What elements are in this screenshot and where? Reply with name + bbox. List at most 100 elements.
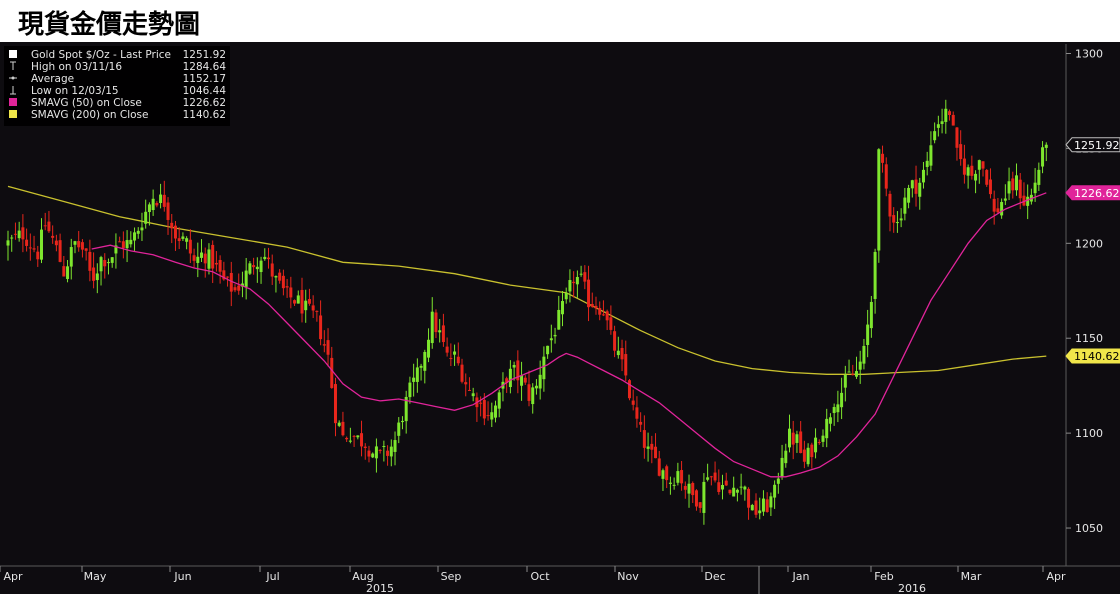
candle-body <box>631 400 635 405</box>
candle <box>1041 141 1045 174</box>
candle <box>869 295 873 338</box>
candle-body <box>211 244 215 269</box>
candle <box>534 379 538 395</box>
candle-body <box>724 480 728 486</box>
candle-body <box>1022 195 1026 206</box>
candle <box>910 179 914 198</box>
candle-body <box>899 218 903 221</box>
candle <box>572 271 576 298</box>
candle <box>881 145 885 173</box>
x-year-label: 2016 <box>898 582 926 594</box>
candle <box>1011 171 1015 199</box>
candle <box>747 487 751 520</box>
candle-body <box>512 365 516 368</box>
candle <box>274 275 278 293</box>
candle-body <box>508 368 512 388</box>
candle-body <box>657 458 661 476</box>
candle-body <box>222 270 226 280</box>
candle-body <box>944 108 948 122</box>
candle-body <box>103 260 107 267</box>
candle-body <box>155 203 159 206</box>
candle <box>657 450 661 477</box>
candle <box>467 377 471 392</box>
page-title: 現貨金價走勢圖 <box>18 10 201 40</box>
candle <box>486 401 490 421</box>
last-value-tag <box>1065 185 1120 201</box>
y-tick-label: 1300 <box>1075 47 1103 60</box>
candle <box>840 377 844 420</box>
candle <box>955 127 959 161</box>
candle-body <box>996 208 1000 213</box>
candle <box>39 218 43 264</box>
candles <box>6 99 1048 525</box>
candle <box>192 248 196 268</box>
candle <box>605 309 609 331</box>
candle-body <box>274 276 278 278</box>
candle <box>802 440 806 469</box>
candle <box>810 442 814 469</box>
candle <box>185 236 189 250</box>
candle-body <box>810 444 814 458</box>
candle <box>259 256 263 284</box>
candle <box>560 290 564 327</box>
last-value-text: 1140.62 <box>1074 350 1120 363</box>
candle-body <box>549 338 553 341</box>
candle <box>598 301 602 321</box>
candle-body <box>1000 202 1004 216</box>
candle <box>508 360 512 394</box>
candle-body <box>1026 196 1030 206</box>
candle-body <box>869 301 873 329</box>
candle-body <box>691 483 695 496</box>
chart-area: 105011001150120012501300AprMayJunJulAugS… <box>0 42 1120 594</box>
legend-row: Low on 12/03/15 1046.44 <box>10 85 226 97</box>
candle <box>151 189 155 216</box>
candle-body <box>1037 169 1041 185</box>
candle <box>378 449 382 454</box>
candle <box>728 489 732 495</box>
candle <box>981 161 985 177</box>
candle-body <box>300 289 304 314</box>
candle <box>780 444 784 480</box>
candle <box>702 473 706 525</box>
candle <box>527 370 531 407</box>
last-value-tag <box>1065 348 1120 364</box>
candle-body <box>802 449 806 462</box>
legend-label: Low on 12/03/15 <box>31 85 119 97</box>
candle-body <box>66 266 70 279</box>
candle-body <box>613 331 617 351</box>
candle-body <box>780 457 784 477</box>
legend-row: SMAVG (50) on Close 1226.62 <box>9 97 226 109</box>
candle-body <box>333 384 337 424</box>
candle <box>114 233 118 269</box>
candle <box>319 300 323 346</box>
candle <box>54 234 58 252</box>
candle <box>92 252 96 289</box>
candle <box>1044 142 1048 162</box>
candle <box>873 248 877 314</box>
candle-body <box>683 485 687 490</box>
candle <box>25 228 29 252</box>
candle-body <box>966 167 970 176</box>
x-tick-label: May <box>84 570 107 583</box>
candle-body <box>69 247 73 267</box>
candle <box>121 231 125 259</box>
candle-body <box>106 262 110 264</box>
x-tick-label: Aug <box>352 570 373 583</box>
candle <box>1000 198 1004 219</box>
candle <box>713 461 717 483</box>
candle-body <box>687 483 691 494</box>
candle-body <box>713 472 717 481</box>
candle <box>843 365 847 402</box>
candle <box>1003 184 1007 206</box>
candle-body <box>252 265 256 268</box>
candle-body <box>788 428 791 448</box>
y-tick-label: 1200 <box>1075 237 1103 250</box>
candle <box>110 257 114 268</box>
candle <box>721 474 725 500</box>
gold-price-chart: 105011001150120012501300AprMayJunJulAugS… <box>0 44 1120 594</box>
candle <box>821 429 825 448</box>
candle-body <box>408 382 412 398</box>
candle-body <box>814 437 818 453</box>
candle-body <box>531 387 535 405</box>
candle <box>564 287 568 304</box>
